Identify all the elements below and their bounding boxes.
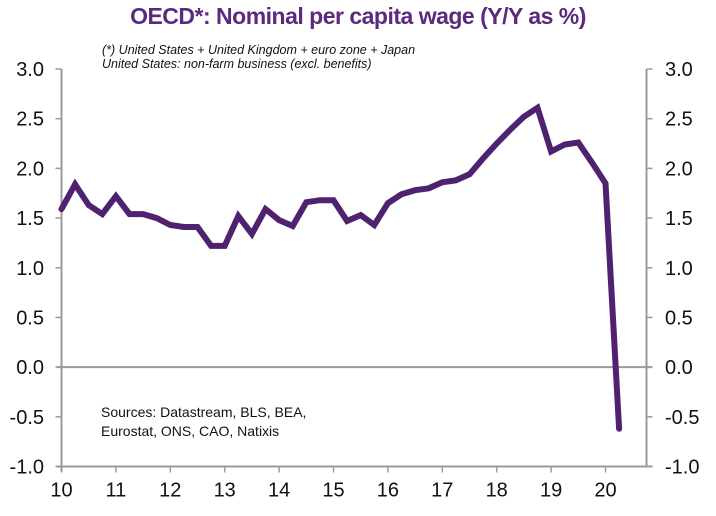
x-tick-label: 19: [540, 480, 562, 502]
y-tick-label-left: 0.0: [16, 357, 44, 379]
y-tick-label-right: 2.5: [665, 109, 693, 131]
sources-line-2: Eurostat, ONS, CAO, Natixis: [101, 423, 280, 439]
y-tick-label-left: -1.0: [10, 457, 44, 479]
sources-note: Sources: Datastream, BLS, BEA, Eurostat,…: [101, 403, 306, 441]
x-tick-label: 14: [268, 480, 290, 502]
y-tick-label-left: 1.0: [16, 258, 44, 280]
y-tick-label-right: 3.0: [665, 59, 693, 81]
y-tick-label-right: 2.0: [665, 158, 693, 180]
x-tick-label: 16: [377, 480, 399, 502]
y-tick-label-right: 1.5: [665, 208, 693, 230]
x-tick-label: 12: [159, 480, 181, 502]
chart-title: OECD*: Nominal per capita wage (Y/Y as %…: [130, 3, 586, 29]
y-tick-label-right: 1.0: [665, 258, 693, 280]
axes: 3.0 3.0 2.5 2.5 2.0 2.0 1.5 1.5 1.0 1.0 0.5 0.5 0.0 0…: [10, 59, 700, 502]
y-tick-label-left: 1.5: [16, 208, 44, 230]
footnote: (*) United States + United Kingdom + eur…: [102, 43, 415, 71]
y-tick-label-right: -1.0: [665, 457, 699, 479]
footnote-line-2: United States: non-farm business (excl. …: [102, 57, 372, 71]
y-tick-label-left: 0.5: [16, 307, 44, 329]
y-tick-label-right: 0.5: [665, 307, 693, 329]
sources-line-1: Sources: Datastream, BLS, BEA,: [101, 404, 307, 420]
y-tick-label-left: 2.5: [16, 109, 44, 131]
x-tick-label: 15: [322, 480, 344, 502]
x-tick-label: 11: [106, 480, 127, 502]
x-tick-label: 17: [431, 480, 453, 502]
y-tick-label-left: 2.0: [16, 158, 44, 180]
series-group: [58, 103, 623, 432]
y-tick-label-left: -0.5: [10, 407, 44, 429]
y-tick-label-left: 3.0: [16, 59, 44, 81]
x-tick-label: 10: [50, 480, 72, 502]
series-line: [58, 103, 623, 432]
x-tick-label: 18: [486, 480, 508, 502]
y-tick-label-right: 0.0: [665, 357, 693, 379]
y-tick-label-right: -0.5: [665, 407, 699, 429]
footnote-line-1: (*) United States + United Kingdom + eur…: [102, 43, 416, 57]
x-tick-label: 20: [594, 480, 616, 502]
x-tick-label: 13: [214, 480, 236, 502]
